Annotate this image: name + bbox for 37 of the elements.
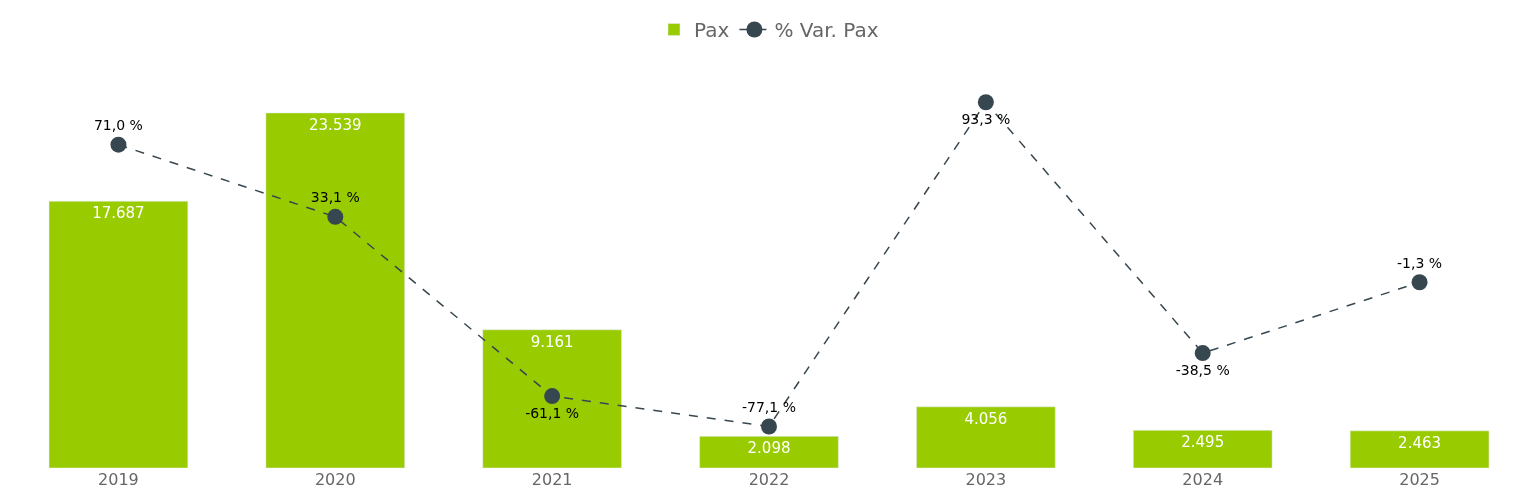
x-tick-label: 2024: [1182, 470, 1224, 489]
bar: [482, 329, 622, 468]
data-label: -61,1 %: [525, 404, 580, 421]
x-tick-label: 2023: [965, 470, 1007, 489]
data-label: 23.539: [309, 115, 362, 134]
point: [110, 136, 127, 153]
data-label: -1,3 %: [1397, 254, 1443, 271]
x-tick-label: 2021: [531, 470, 573, 489]
data-label: 33,1 %: [310, 189, 360, 206]
data-label: 2.098: [747, 439, 791, 458]
bar: [48, 200, 189, 468]
x-tick-label: 2022: [748, 470, 790, 489]
data-label: 71,0 %: [93, 117, 143, 134]
bar: [1349, 430, 1490, 468]
point: [1194, 345, 1211, 362]
bar: [265, 112, 405, 468]
point: [761, 418, 777, 435]
data-label: -77,1 %: [742, 399, 796, 416]
x-tick-label: 2020: [314, 470, 356, 489]
point: [544, 388, 561, 405]
legend-label: Pax: [694, 18, 730, 43]
data-label: 9.161: [530, 332, 574, 351]
bar: [916, 406, 1056, 468]
data-label: -38,5 %: [1175, 361, 1230, 378]
legend-label: % Var. Pax: [774, 18, 879, 43]
x-tick-label: 2025: [1399, 470, 1440, 489]
x-tick-label: 2019: [98, 470, 139, 489]
point: [977, 94, 994, 111]
data-label: 17.687: [92, 204, 145, 223]
data-label: 2.463: [1398, 433, 1442, 452]
data-label: 2.495: [1181, 433, 1225, 452]
bar: [1133, 430, 1273, 468]
data-label: 4.056: [964, 409, 1008, 428]
point: [327, 208, 344, 225]
bar: [699, 436, 839, 468]
point: [1411, 274, 1428, 291]
data-label: 93,3 %: [961, 110, 1011, 127]
